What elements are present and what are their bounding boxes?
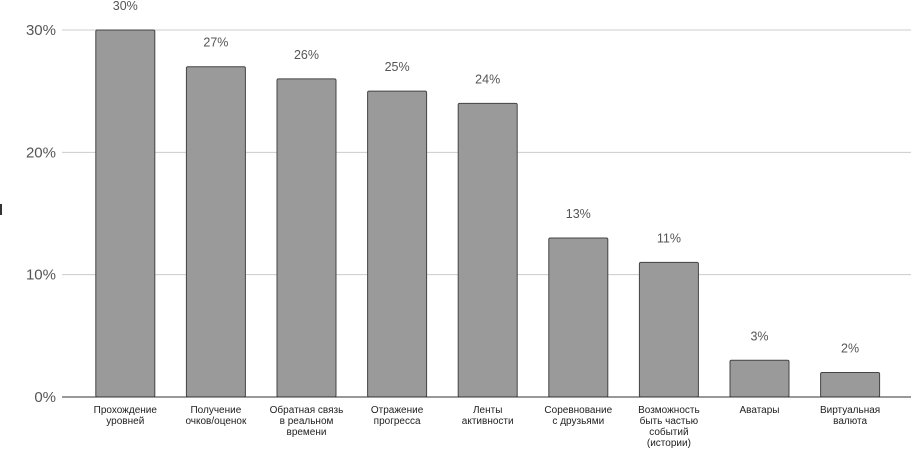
data-label-6: 13% [566,207,591,221]
y-tick-label: 30% [26,22,56,39]
category-label-line: (истории) [647,438,691,449]
data-label-2: 27% [203,36,228,50]
category-labels: Прохождение уровней Получение очков/оценок О… [94,404,881,449]
data-label-4: 25% [385,60,410,74]
y-tick-label: 10% [26,267,56,284]
category-label-line: очков/оценок [185,416,247,427]
category-label-line: Ленты [473,405,502,416]
category-label-9: Виртуальная валюта [820,405,880,427]
bar-1 [95,29,156,398]
data-label-5: 24% [475,72,500,86]
category-label-4: Отражение прогресса [371,405,424,427]
category-label-1: Прохождение уровней [94,405,158,427]
bar-3 [276,78,337,398]
category-label-line: Виртуальная [820,405,880,416]
category-label-7: Возможность быть частью событий (истории) [638,405,700,449]
y-tick-label: 0% [34,389,56,406]
bars [95,29,881,398]
bar-2 [185,66,246,398]
category-label-6: Соревнование с друзьями [544,405,612,427]
category-label-line: Прохождение [94,405,158,416]
category-label-8: Аватары [740,405,780,416]
bar-9 [820,372,881,398]
category-label-line: Отражение [371,405,424,416]
data-label-7: 11% [657,231,681,245]
data-label-3: 26% [294,48,319,62]
category-label-line: Получение [190,405,241,416]
category-label-line: времени [287,427,327,438]
category-label-line: Обратная связь [270,404,344,416]
data-label-9: 2% [841,342,859,356]
category-label-line: событий [649,426,688,438]
category-label-line: прогресса [374,416,421,427]
bar-8 [729,359,790,398]
category-label-line: в реальном [280,416,334,427]
category-label-line: активности [462,416,514,427]
data-label-8: 3% [750,329,768,343]
y-axis-label-marker [0,204,2,215]
y-axis-tick-labels: 0% 10% 20% 30% [26,22,56,406]
category-label-line: уровней [106,416,144,427]
category-label-line: Возможность [638,405,700,416]
category-label-2: Получение очков/оценок [185,405,247,427]
bar-5 [457,102,518,398]
category-label-line: быть частью [640,415,699,427]
bar-4 [367,90,428,398]
category-label-3: Обратная связь в реальном времени [270,404,344,438]
data-labels: 30% 27% 26% 25% 24% 13% 11% 3% 2% [113,0,859,356]
bar-7 [638,261,699,398]
category-label-line: Соревнование [544,405,612,416]
data-label-1: 30% [113,0,138,13]
category-label-line: с друзьями [552,416,604,427]
bar-6 [548,237,609,398]
category-label-5: Ленты активности [462,405,514,427]
category-label-line: Аватары [740,405,780,416]
y-tick-label: 20% [26,144,56,161]
category-label-line: валюта [833,416,867,427]
